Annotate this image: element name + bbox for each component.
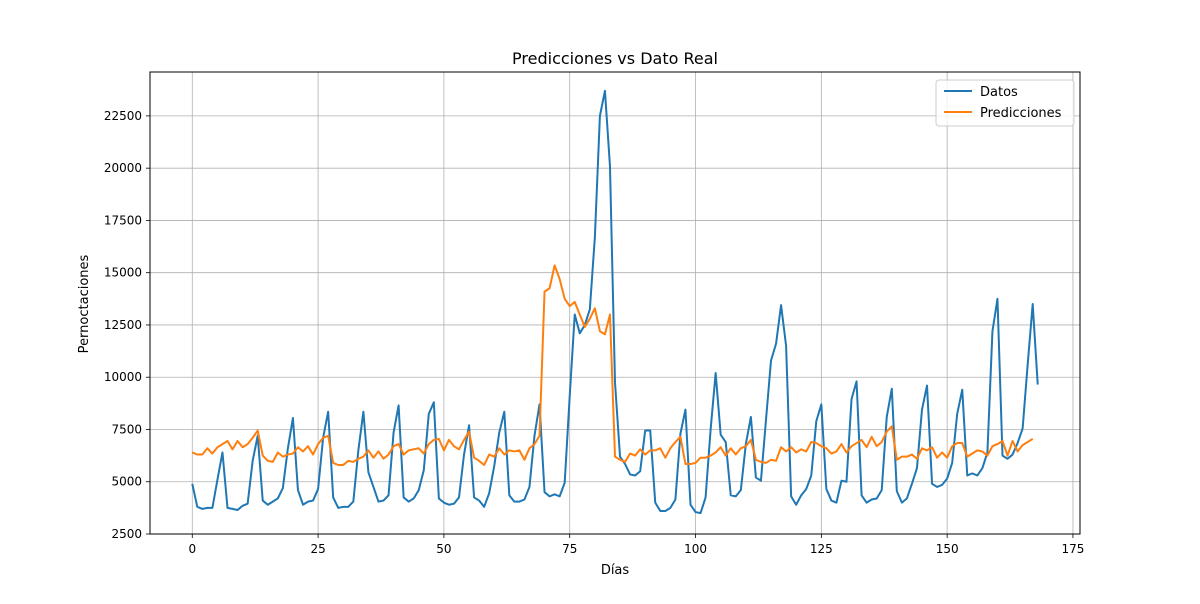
series-line-predicciones — [191, 264, 1034, 467]
x-tick-label: 150 — [936, 542, 959, 556]
x-tick-label: 125 — [810, 542, 833, 556]
y-tick-label: 2500 — [111, 527, 142, 541]
legend-label-predicciones: Predicciones — [980, 106, 1062, 121]
y-tick-label: 10000 — [104, 370, 142, 384]
x-tick-label: 175 — [1062, 542, 1085, 556]
y-tick-label: 5000 — [111, 475, 142, 489]
x-tick-label: 25 — [310, 542, 325, 556]
chart-title: Predicciones vs Dato Real — [512, 49, 718, 68]
y-tick-label: 22500 — [104, 109, 142, 123]
y-tick-label: 17500 — [104, 213, 142, 227]
y-tick-label: 12500 — [104, 318, 142, 332]
legend-label-datos: Datos — [980, 85, 1018, 100]
y-tick-label: 15000 — [104, 266, 142, 280]
x-tick-label: 0 — [188, 542, 196, 556]
y-axis: 2500 5000 7500 10000 12500 15000 17500 20000 225… — [104, 109, 150, 541]
x-tick-label: 75 — [562, 542, 577, 556]
x-tick-label: 100 — [684, 542, 707, 556]
plot-frame — [149, 71, 1081, 535]
x-tick-label: 50 — [436, 542, 451, 556]
x-axis: 0 25 50 75 100 125 150 175 — [188, 534, 1084, 556]
x-axis-label: Días — [601, 563, 630, 578]
y-tick-label: 20000 — [104, 161, 142, 175]
series-lines — [191, 89, 1039, 515]
legend: Datos Predicciones — [935, 79, 1075, 127]
y-tick-label: 7500 — [111, 422, 142, 436]
y-axis-label: Pernoctaciones — [77, 254, 92, 353]
series-line-datos — [191, 89, 1039, 515]
